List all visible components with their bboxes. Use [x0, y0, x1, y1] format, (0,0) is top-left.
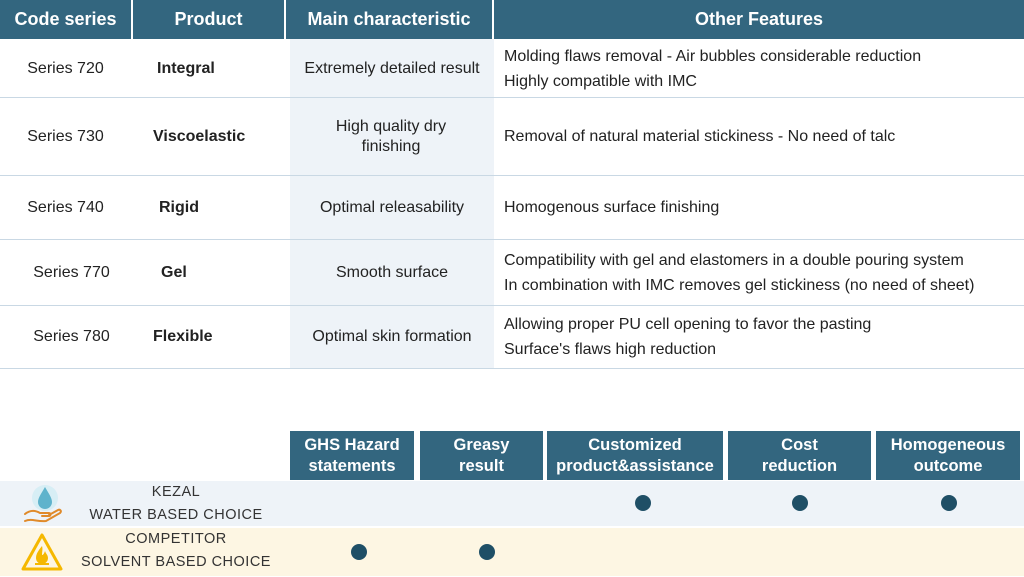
kezal-row-bg — [0, 481, 1024, 526]
header-product: Product — [133, 0, 284, 39]
row-divider — [0, 175, 1024, 176]
table-row-main: Extremely detailed result — [304, 59, 480, 77]
header-code-series: Code series — [0, 0, 131, 39]
comparison-header-ghs: GHS Hazard statements — [290, 431, 414, 480]
table-row-product: Rigid — [159, 198, 199, 216]
table-row-product: Integral — [157, 59, 215, 77]
table-row-features: Homogenous surface finishing — [494, 176, 1024, 239]
feature-line: Compatibility with gel and elastomers in… — [504, 251, 964, 269]
comparison-header-cost: Cost reduction — [728, 431, 871, 480]
feature-line: Highly compatible with IMC — [504, 72, 697, 90]
kezal-type: WATER BASED CHOICE — [89, 507, 263, 523]
competitor-mark-greasy — [479, 544, 495, 560]
competitor-type: SOLVENT BASED CHOICE — [81, 554, 271, 570]
feature-line: Surface's flaws high reduction — [504, 341, 717, 358]
table-row-code: Series 720 — [27, 59, 104, 77]
competitor-label: COMPETITOR SOLVENT BASED CHOICE — [70, 528, 282, 574]
comparison-header-homogeneous: Homogeneous outcome — [876, 431, 1020, 480]
water-drop-hand-icon — [22, 483, 66, 525]
table-row-code: Series 740 — [27, 198, 104, 216]
table-row-features: Molding flaws removal - Air bubbles cons… — [494, 40, 1024, 97]
table-row-product: Flexible — [153, 328, 213, 345]
feature-line: Removal of natural material stickiness -… — [504, 128, 896, 145]
competitor-mark-ghs — [351, 544, 367, 560]
feature-line: In combination with IMC removes gel stic… — [504, 276, 975, 294]
comparison-header-customized: Customized product&assistance — [547, 431, 723, 480]
feature-line: Molding flaws removal - Air bubbles cons… — [504, 47, 922, 65]
table-row-features: Removal of natural material stickiness -… — [494, 98, 1024, 175]
kezal-label: KEZAL WATER BASED CHOICE — [70, 481, 282, 527]
table-row-product: Gel — [161, 263, 187, 281]
row-divider — [0, 97, 1024, 98]
row-divider — [0, 239, 1024, 240]
table-row-features: Allowing proper PU cell opening to favor… — [494, 306, 1024, 368]
table-row-code: Series 730 — [27, 127, 104, 145]
table-row-main: Optimal releasability — [319, 198, 465, 216]
flammable-warning-icon — [20, 532, 64, 572]
kezal-mark-customized — [635, 495, 651, 511]
table-row-main: High quality dry finishing — [335, 117, 447, 155]
table-row-product: Viscoelastic — [153, 127, 246, 145]
table-row-code: Series 770 — [33, 263, 110, 281]
competitor-row-bg — [0, 528, 1024, 576]
feature-line: Allowing proper PU cell opening to favor… — [504, 316, 872, 333]
kezal-mark-cost — [792, 495, 808, 511]
row-divider — [0, 305, 1024, 306]
feature-line: Homogenous surface finishing — [504, 199, 720, 216]
table-row-code: Series 780 — [33, 328, 110, 345]
main-characteristic-column-bg — [290, 39, 494, 368]
kezal-mark-homogeneous — [941, 495, 957, 511]
header-main-characteristic: Main characteristic — [286, 0, 492, 39]
table-row-main: Optimal skin formation — [312, 328, 472, 345]
kezal-name: KEZAL — [151, 484, 201, 500]
comparison-header-greasy: Greasy result — [420, 431, 543, 480]
table-row-features: Compatibility with gel and elastomers in… — [494, 240, 1024, 305]
header-other-features: Other Features — [494, 0, 1024, 39]
table-row-main: Smooth surface — [335, 263, 449, 281]
row-divider — [0, 368, 1024, 369]
competitor-name: COMPETITOR — [125, 531, 227, 547]
